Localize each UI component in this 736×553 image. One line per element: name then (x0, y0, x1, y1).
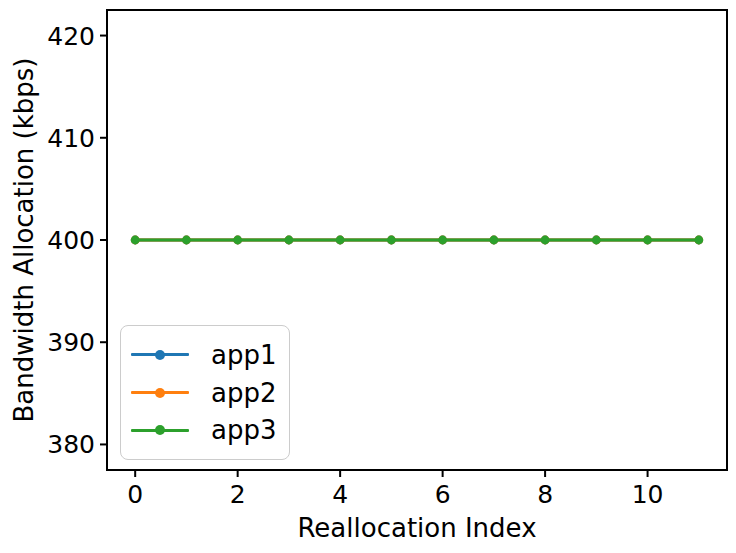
x-tick-label: 4 (332, 482, 348, 507)
line-chart-figure: 380 390 400 410 420 0 2 4 6 8 10 Reallocation Ind… (0, 0, 736, 553)
legend-label: app2 (211, 380, 276, 406)
y-tick-label: 400 (47, 228, 95, 253)
y-tick-label: 390 (47, 330, 95, 355)
y-axis-label: Bandwidth Allocation (kbps) (10, 57, 39, 422)
y-tick-label: 420 (47, 23, 95, 48)
x-tick-label: 0 (127, 482, 143, 507)
circle-marker-icon (155, 388, 165, 398)
data-point-app3 (387, 236, 396, 245)
plot-canvas (0, 0, 736, 553)
data-point-app3 (233, 236, 242, 245)
circle-marker-icon (155, 350, 165, 360)
legend-label: app3 (211, 417, 276, 443)
legend: app1 app2 app3 (120, 325, 290, 460)
data-point-app3 (541, 236, 550, 245)
legend-swatch (131, 349, 189, 361)
legend-item-app3: app3 (131, 417, 279, 443)
legend-item-app1: app1 (131, 342, 279, 368)
circle-marker-icon (155, 425, 165, 435)
data-point-app3 (131, 236, 140, 245)
legend-label: app1 (211, 342, 276, 368)
data-point-app3 (182, 236, 191, 245)
x-axis-label: Reallocation Index (297, 514, 536, 543)
legend-swatch (131, 387, 189, 399)
data-point-app3 (336, 236, 345, 245)
x-tick-label: 8 (537, 482, 553, 507)
x-tick-label: 2 (230, 482, 246, 507)
y-tick-label: 380 (47, 432, 95, 457)
x-tick-label: 10 (632, 482, 664, 507)
y-tick-label: 410 (47, 125, 95, 150)
data-point-app3 (643, 236, 652, 245)
data-point-app3 (592, 236, 601, 245)
data-point-app3 (489, 236, 498, 245)
legend-item-app2: app2 (131, 380, 279, 406)
x-tick-label: 6 (435, 482, 451, 507)
data-point-app3 (438, 236, 447, 245)
legend-swatch (131, 424, 189, 436)
data-point-app3 (694, 236, 703, 245)
data-point-app3 (285, 236, 294, 245)
